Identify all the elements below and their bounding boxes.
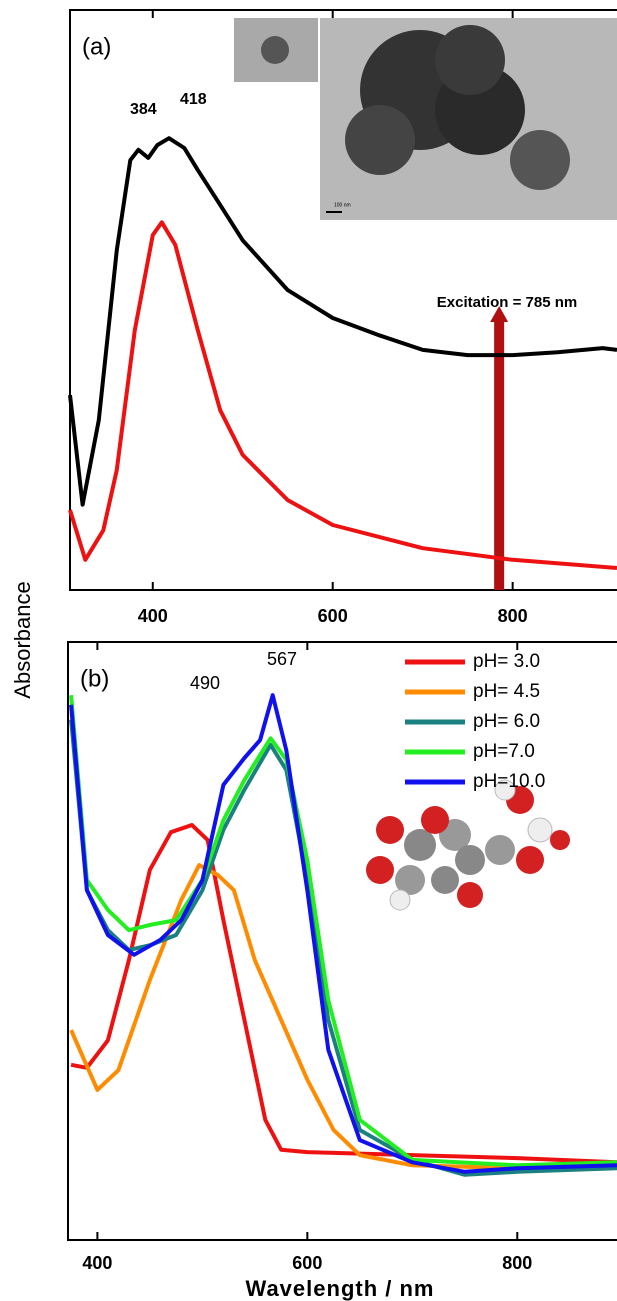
data-line: [70, 823, 617, 1165]
x-tick-label: 600: [292, 1253, 322, 1273]
arrow-head: [490, 306, 509, 322]
data-line: [69, 695, 617, 1168]
legend-label: pH= 4.5: [473, 681, 540, 702]
tem-image: [234, 18, 617, 220]
x-axis-label: Wavelength / nm: [246, 1276, 435, 1301]
data-line: [69, 863, 617, 1171]
legend-label: pH=7.0: [473, 741, 535, 762]
legend-label: pH= 6.0: [473, 711, 540, 732]
molecule: [366, 779, 570, 911]
excitation-arrow: [494, 320, 505, 590]
annotation: 384: [130, 101, 157, 118]
annotation: Excitation = 785 nm: [437, 294, 577, 311]
annotation: 100 nm: [334, 202, 351, 208]
x-tick-label: 800: [502, 1253, 532, 1273]
data-line: [68, 136, 617, 507]
legend-label: pH=10.0: [473, 771, 545, 792]
y-axis-label: Absorbance: [10, 581, 35, 698]
panel-label: (b): [80, 665, 109, 692]
x-tick-label: 600: [318, 606, 348, 626]
x-tick-label: 400: [82, 1253, 112, 1273]
panel-label: (a): [82, 33, 111, 60]
x-tick-label: 800: [498, 606, 528, 626]
x-tick-label: 400: [138, 606, 168, 626]
plot-frame: [67, 641, 617, 1241]
annotation: 490: [190, 673, 220, 693]
legend-label: pH= 3.0: [473, 651, 540, 672]
plot-frame: [69, 9, 617, 591]
annotation: 567: [267, 649, 297, 669]
data-line: [69, 693, 617, 1174]
annotation: 418: [180, 91, 207, 108]
data-line: [68, 220, 617, 570]
